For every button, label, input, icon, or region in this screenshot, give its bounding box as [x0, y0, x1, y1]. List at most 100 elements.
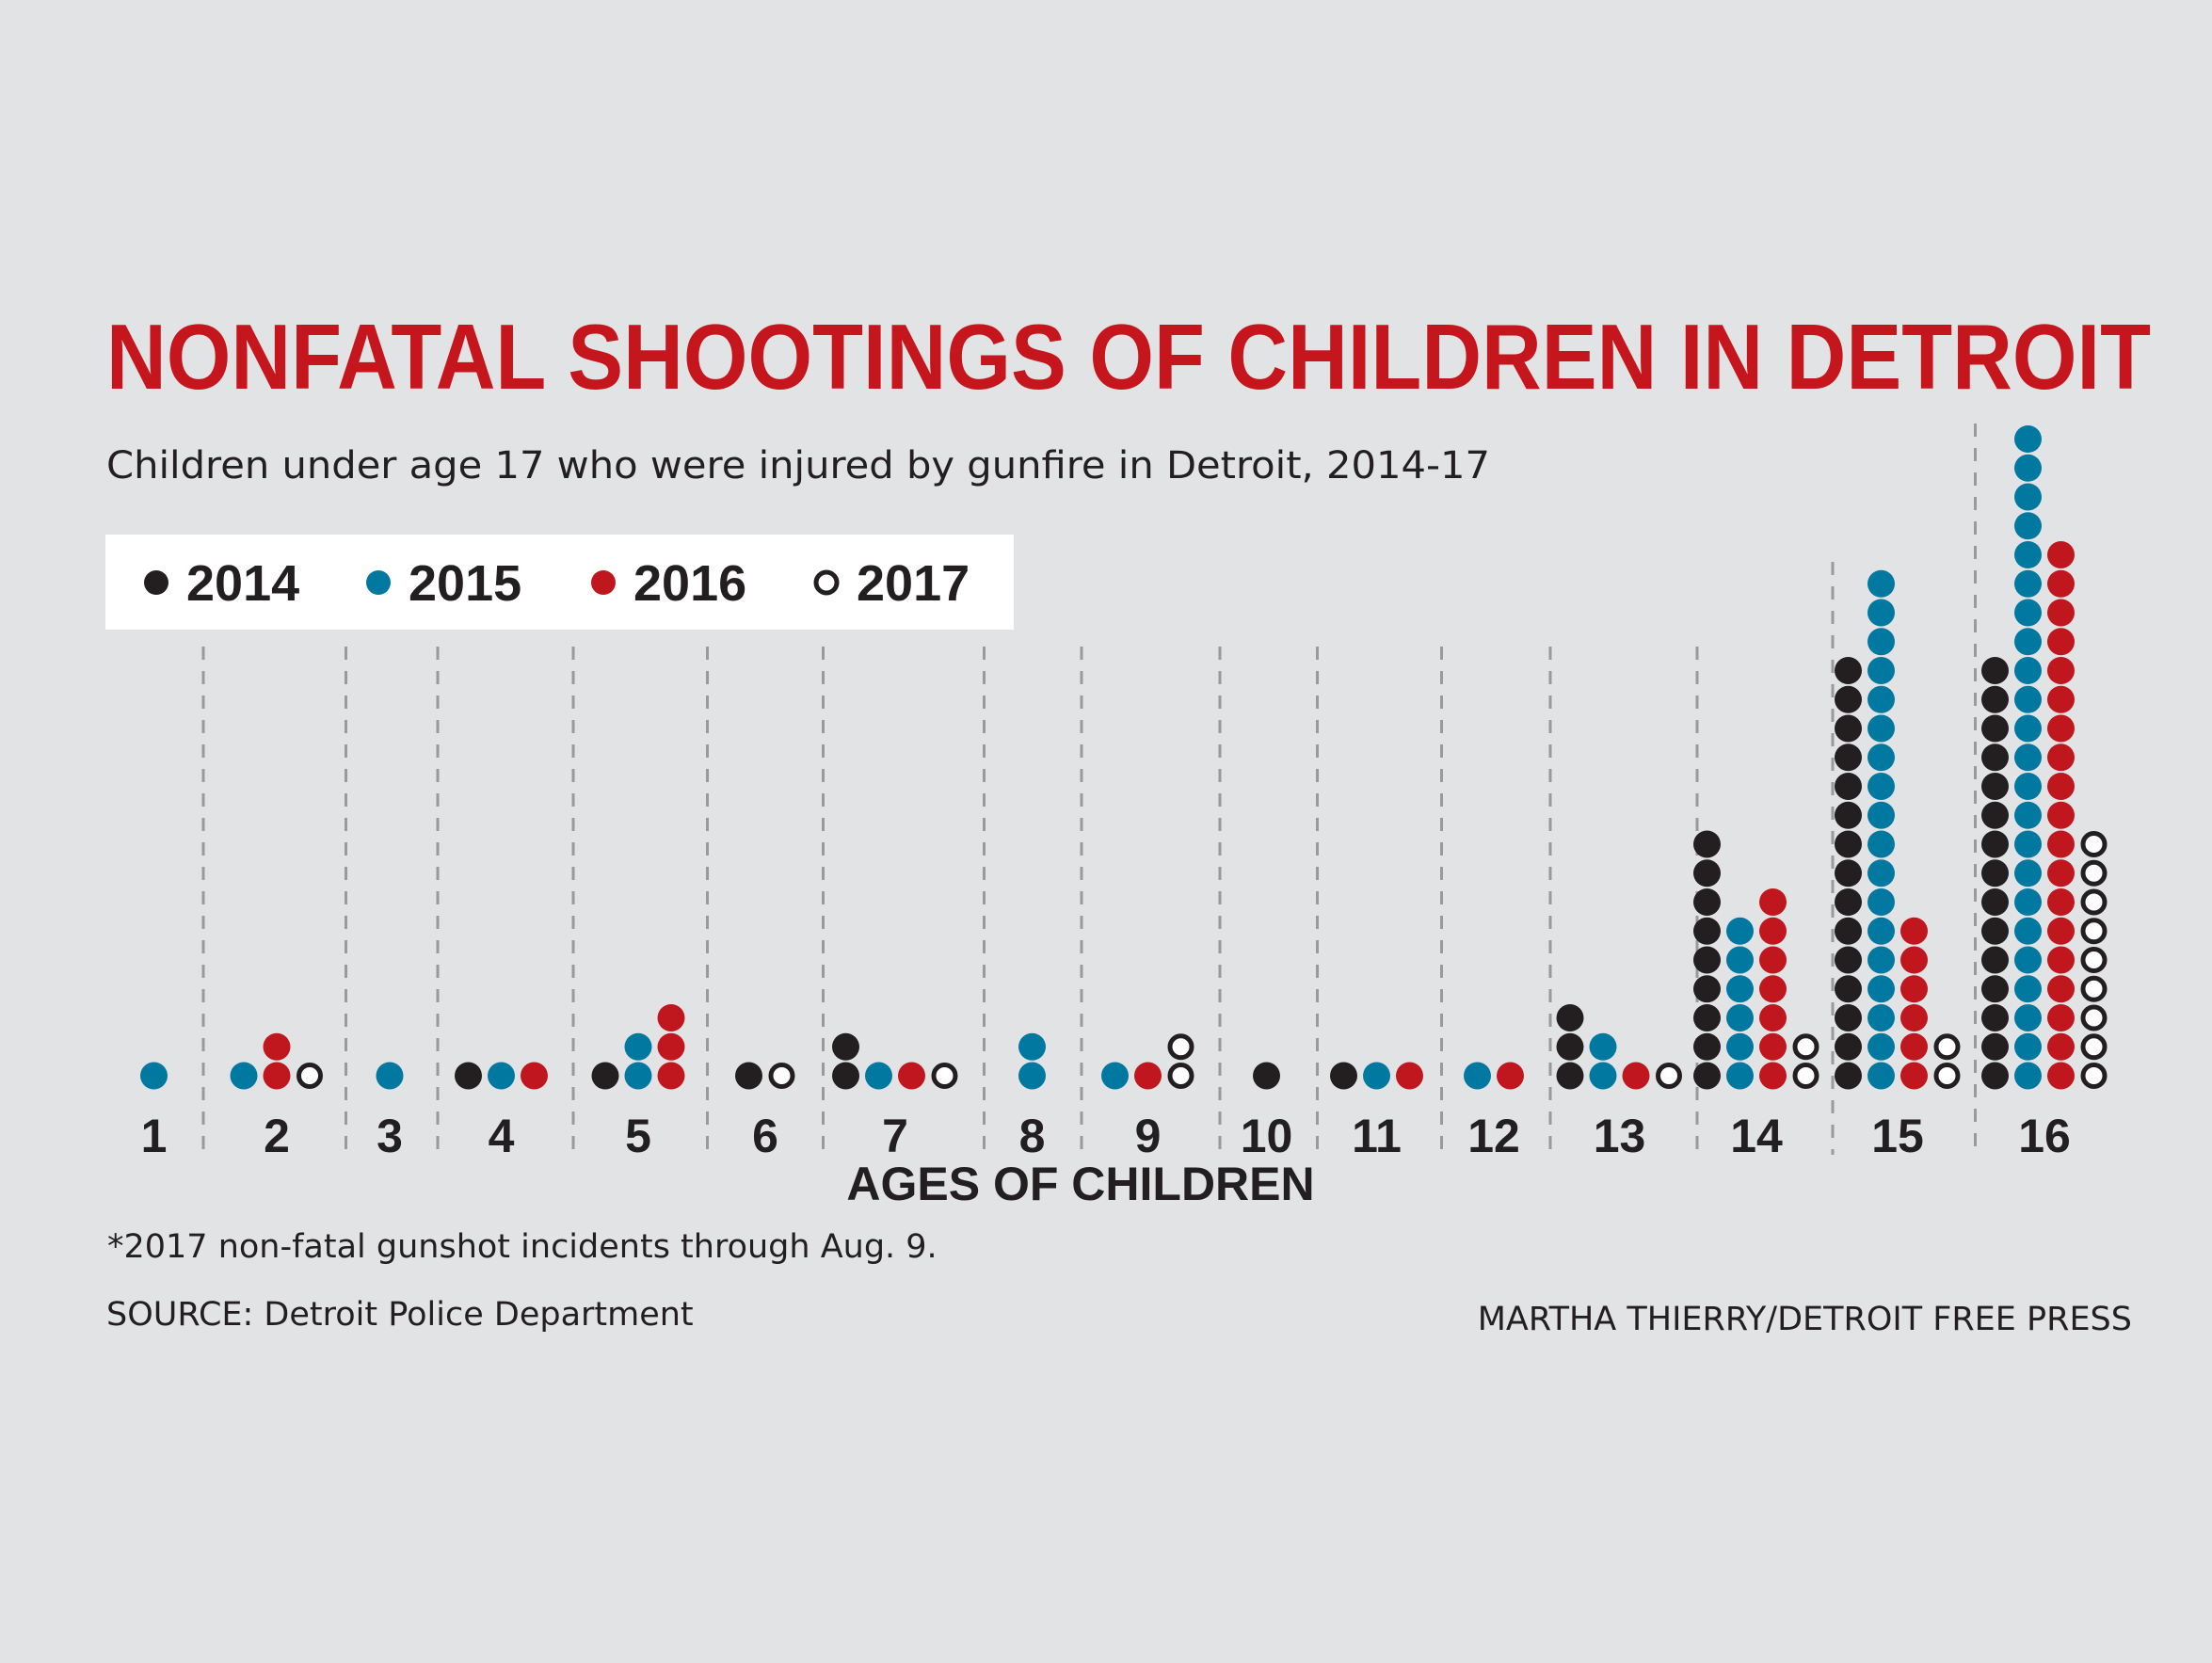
dot-age-13-2016	[1622, 1062, 1650, 1090]
dot-age-16-2015	[2014, 859, 2042, 887]
chart-subtitle: Children under age 17 who were injured b…	[106, 444, 1490, 488]
dot-age-15-2014	[1835, 946, 1862, 974]
dot-age-14-2014	[1693, 830, 1721, 858]
x-tick-label: 1	[141, 1110, 168, 1162]
dot-age-14-2016	[1759, 917, 1787, 945]
dot-age-14-2014	[1693, 975, 1721, 1003]
dot-age-15-2017	[1933, 1063, 1961, 1089]
dot-age-14-2015	[1726, 917, 1754, 945]
dot-age-16-2015	[2014, 599, 2042, 627]
dot-age-7-2016	[898, 1062, 925, 1090]
dot-age-15-2015	[1867, 714, 1895, 743]
dot-age-11-2015	[1363, 1062, 1390, 1090]
dot-age-16-2016	[2047, 599, 2075, 627]
dot-age-16-2015	[2014, 888, 2042, 916]
footnote: *2017 non-fatal gunshot incidents throug…	[107, 1228, 938, 1266]
x-tick-label: 6	[752, 1110, 778, 1162]
dot-age-15-2014	[1835, 773, 1862, 800]
dot-age-15-2014	[1835, 657, 1862, 684]
dot-age-1-2015	[140, 1062, 168, 1090]
dot-age-16-2015	[2014, 628, 2042, 656]
x-tick-label: 15	[1871, 1110, 1924, 1162]
dot-age-5-2016	[657, 1004, 685, 1031]
dot-age-13-2014	[1556, 1062, 1584, 1090]
dot-age-4-2016	[521, 1062, 548, 1090]
dot-age-7-2017	[931, 1063, 958, 1089]
dot-age-14-2014	[1693, 1062, 1721, 1090]
legend-marker-2015	[366, 570, 391, 595]
dot-age-16-2015	[2014, 454, 2042, 482]
dot-age-8-2015	[1018, 1062, 1046, 1090]
dot-age-15-2016	[1900, 1032, 1928, 1061]
dot-age-15-2015	[1867, 946, 1895, 974]
dot-age-14-2014	[1693, 1004, 1721, 1031]
dot-age-14-2015	[1726, 1032, 1754, 1061]
dot-age-16-2015	[2014, 917, 2042, 945]
dot-age-14-2016	[1759, 888, 1787, 916]
dots	[140, 425, 2108, 1090]
dot-age-16-2016	[2047, 1032, 2075, 1061]
legend: 2014 2015 2016 2017	[105, 535, 1014, 630]
dot-age-9-2017	[1167, 1063, 1194, 1089]
dot-age-16-2014	[1981, 946, 2009, 974]
dot-age-4-2015	[488, 1062, 515, 1090]
dot-age-14-2017	[1792, 1063, 1819, 1089]
dot-age-15-2015	[1867, 1032, 1895, 1061]
dot-age-16-2016	[2047, 744, 2075, 772]
dot-age-15-2015	[1867, 773, 1895, 800]
dot-age-14-2015	[1726, 975, 1754, 1003]
dot-age-16-2015	[2014, 512, 2042, 540]
dot-age-16-2015	[2014, 541, 2042, 568]
dot-age-16-2015	[2014, 801, 2042, 829]
x-tick-label: 12	[1467, 1110, 1520, 1162]
dot-age-5-2015	[624, 1032, 652, 1061]
dot-age-15-2015	[1867, 801, 1895, 829]
dot-age-14-2017	[1792, 1033, 1819, 1061]
dot-age-14-2016	[1759, 946, 1787, 974]
dot-age-15-2015	[1867, 975, 1895, 1003]
dot-age-5-2016	[657, 1032, 685, 1061]
x-tick-labels: 1 2 3 4 5 6 7 8 9 10 11 12 13 14 15 16	[141, 1110, 2071, 1162]
dot-age-16-2016	[2047, 569, 2075, 598]
dot-age-16-2015	[2014, 946, 2042, 974]
dot-age-16-2016	[2047, 946, 2075, 974]
dot-age-6-2017	[768, 1063, 795, 1089]
dot-age-16-2016	[2047, 714, 2075, 743]
dot-age-15-2016	[1900, 975, 1928, 1003]
legend-label-2017: 2017	[857, 555, 970, 612]
x-tick-label: 16	[2018, 1110, 2071, 1162]
x-tick-label: 14	[1730, 1110, 1783, 1162]
dot-age-14-2014	[1693, 917, 1721, 945]
dot-age-16-2016	[2047, 917, 2075, 945]
dot-age-16-2017	[2080, 1033, 2108, 1061]
legend-marker-2017	[813, 569, 840, 596]
dot-age-16-2015	[2014, 425, 2042, 453]
dot-age-16-2015	[2014, 685, 2042, 713]
dot-age-16-2015	[2014, 773, 2042, 800]
dot-age-15-2014	[1835, 685, 1862, 713]
x-tick-label: 4	[489, 1110, 515, 1162]
dot-age-16-2015	[2014, 714, 2042, 743]
dot-age-15-2016	[1900, 1004, 1928, 1031]
dot-age-12-2015	[1464, 1062, 1491, 1090]
dot-age-13-2015	[1589, 1032, 1617, 1061]
x-tick-label: 2	[264, 1110, 290, 1162]
dot-age-5-2015	[624, 1062, 652, 1090]
dot-age-16-2016	[2047, 628, 2075, 656]
dot-age-16-2014	[1981, 975, 2009, 1003]
dot-age-14-2014	[1693, 859, 1721, 887]
dot-age-14-2014	[1693, 946, 1721, 974]
dot-age-15-2014	[1835, 917, 1862, 945]
dot-age-16-2014	[1981, 888, 2009, 916]
dot-age-9-2017	[1167, 1033, 1194, 1061]
dot-age-16-2016	[2047, 773, 2075, 800]
credit: MARTHA THIERRY/DETROIT FREE PRESS	[1478, 1301, 2132, 1338]
x-tick-label: 9	[1135, 1110, 1162, 1162]
dot-age-2-2015	[230, 1062, 258, 1090]
dot-age-15-2014	[1835, 859, 1862, 887]
dot-age-15-2017	[1933, 1033, 1961, 1061]
dot-age-16-2015	[2014, 483, 2042, 511]
legend-box	[105, 535, 1014, 630]
dot-age-14-2015	[1726, 946, 1754, 974]
